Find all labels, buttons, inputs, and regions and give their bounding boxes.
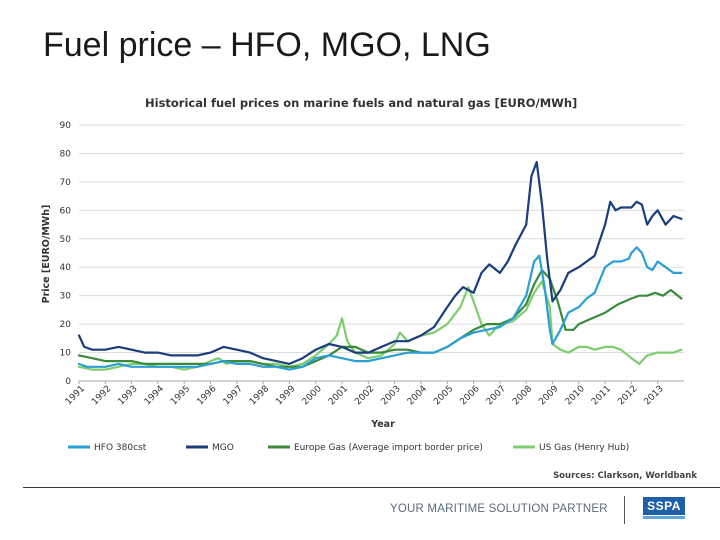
y-tick-label: 90 (60, 121, 72, 131)
x-tick-labels: 1991 1992 1993 1994 1995 1996 1997 1998 1999 2000… (64, 384, 666, 407)
x-tick-label: 1997 (222, 384, 245, 407)
x-tick-label: 1998 (248, 384, 271, 407)
x-tick-label: 1993 (116, 384, 139, 407)
x-tick-label: 1999 (274, 384, 297, 407)
x-tick-label: 2011 (590, 384, 613, 407)
slide-title: Fuel price – HFO, MGO, LNG (43, 26, 491, 64)
x-tick-label: 1995 (169, 384, 192, 407)
x-tick-label: 2006 (458, 384, 481, 407)
y-tick-labels: 0 10 20 30 40 50 60 70 80 90 (60, 121, 72, 387)
source-note: Sources: Clarkson, Worldbank (553, 471, 697, 481)
series-lines (77, 160, 683, 371)
y-tick-label: 20 (60, 320, 72, 330)
chart-title: Historical fuel prices on marine fuels a… (145, 96, 577, 110)
legend-label: Europe Gas (Average import border price) (294, 443, 483, 453)
x-tick-label: 1996 (195, 384, 218, 407)
legend-label: US Gas (Henry Hub) (539, 443, 629, 453)
x-tick-label: 2007 (485, 384, 508, 407)
logo-text: SSPA (643, 497, 685, 515)
footer-rule (23, 487, 720, 488)
x-tick-label: 1992 (90, 384, 113, 407)
logo-stripe (643, 516, 685, 519)
footer-divider (624, 496, 625, 524)
x-tick-label: 2005 (432, 384, 455, 407)
x-tick-label: 1994 (143, 384, 166, 407)
y-tick-label: 80 (60, 149, 72, 159)
x-tick-label: 2003 (380, 384, 403, 407)
x-tick-label: 2009 (537, 384, 560, 407)
y-tick-label: 70 (60, 178, 72, 188)
x-tick-label: 2004 (406, 384, 429, 407)
y-tick-label: 40 (60, 263, 72, 273)
x-tick-label: 2013 (643, 384, 666, 407)
legend: HFO 380cst MGO Europe Gas (Average import … (68, 443, 629, 453)
x-axis-label: Year (370, 419, 395, 430)
sspa-logo: SSPA (643, 497, 685, 521)
x-tick-label: 2001 (327, 384, 350, 407)
legend-label: MGO (212, 443, 234, 453)
x-tick-label: 1991 (64, 384, 87, 407)
y-tick-label: 50 (60, 235, 72, 245)
y-tick-label: 30 (60, 292, 72, 302)
x-tick-label: 2008 (511, 384, 534, 407)
fuel-price-chart: Historical fuel prices on marine fuels a… (41, 96, 697, 481)
y-tick-label: 10 (60, 349, 72, 359)
series-line-2 (77, 269, 683, 368)
grid-lines (78, 124, 684, 384)
series-line-0 (77, 246, 683, 371)
series-line-1 (77, 160, 683, 365)
y-tick-label: 60 (60, 206, 72, 216)
x-tick-label: 2012 (616, 384, 639, 407)
x-tick-label: 2010 (564, 384, 587, 407)
y-axis-label: Price [EURO/MWh] (41, 205, 52, 304)
x-tick-label: 2000 (301, 384, 324, 407)
y-tick-label: 0 (65, 377, 71, 387)
footer-tagline: YOUR MARITIME SOLUTION PARTNER (390, 503, 608, 515)
legend-label: HFO 380cst (94, 443, 147, 453)
x-tick-label: 2002 (353, 384, 376, 407)
